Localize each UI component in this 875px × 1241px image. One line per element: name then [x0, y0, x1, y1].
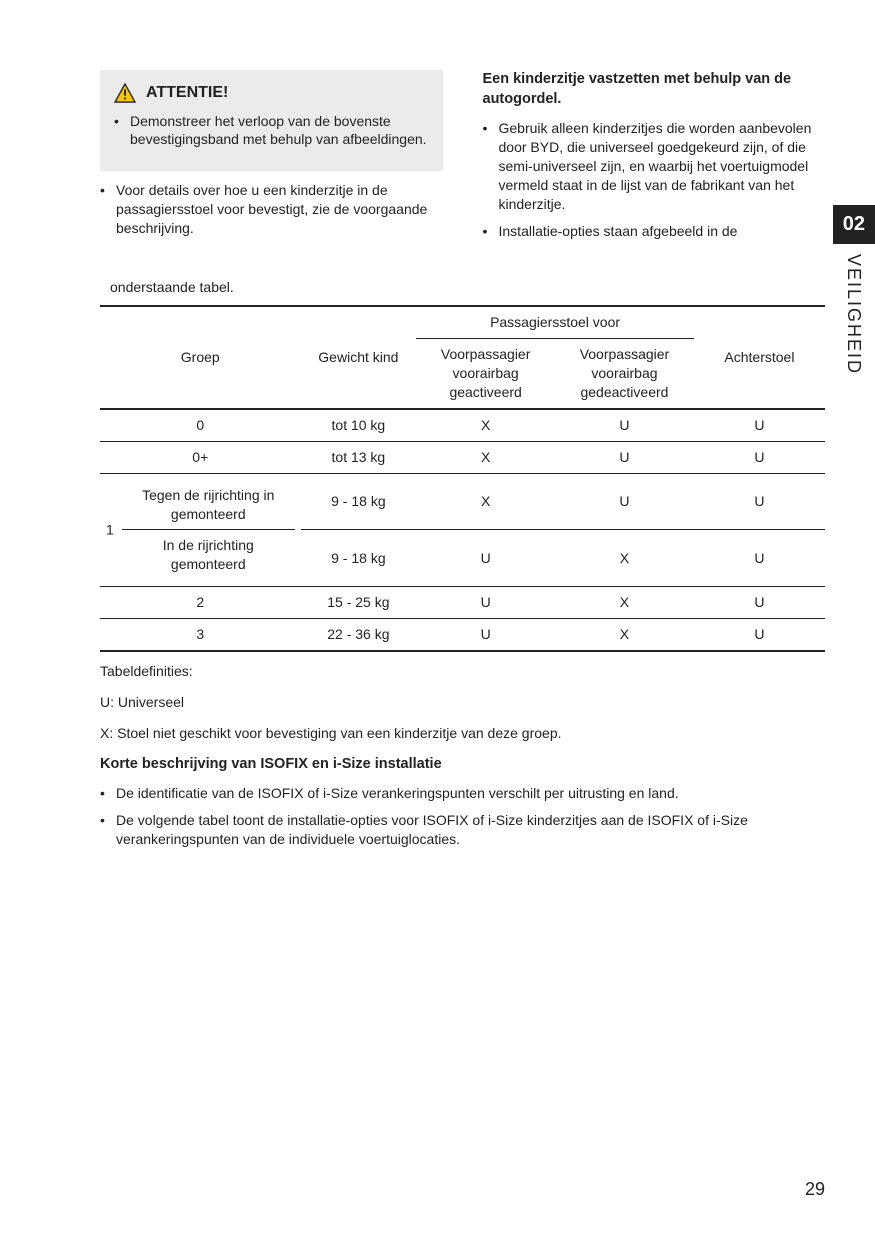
- side-tab: 02 VEILIGHEID: [833, 205, 875, 375]
- cell-achter: U: [694, 473, 825, 530]
- th-airbag-deact: Voorpassagier voorairbag gedeactiveerd: [555, 339, 694, 409]
- onderstaande-text: onderstaande tabel.: [100, 278, 825, 297]
- right-bullet-item: Gebruik alleen kinderzitjes die worden a…: [483, 119, 826, 213]
- page-number: 29: [805, 1177, 825, 1201]
- group1-label: 1: [106, 521, 114, 540]
- cell-act: X: [416, 409, 555, 441]
- defs-title: Tabeldefinities:: [100, 662, 825, 681]
- th-achterstoel: Achterstoel: [694, 306, 825, 409]
- th-groep: Groep: [100, 306, 301, 409]
- cell-deact: X: [555, 619, 694, 651]
- cell-groep: 3: [100, 619, 301, 651]
- cell-deact: U: [555, 473, 694, 530]
- table-definitions: Tabeldefinities: U: Universeel X: Stoel …: [100, 662, 825, 743]
- isofix-heading: Korte beschrijving van ISOFIX en i-Size …: [100, 755, 825, 775]
- seat-suitability-table: Groep Gewicht kind Passagiersstoel voor …: [100, 305, 825, 652]
- left-column: ATTENTIE! Demonstreer het verloop van de…: [100, 70, 443, 248]
- warning-triangle-icon: [114, 83, 136, 103]
- cell-act: U: [416, 587, 555, 619]
- cell-gewicht: tot 13 kg: [301, 441, 417, 473]
- th-passagier-span: Passagiersstoel voor: [416, 306, 694, 338]
- cell-gewicht: 15 - 25 kg: [301, 587, 417, 619]
- cell-groep-1: 1 Tegen de rijrichting in gemonteerd In …: [100, 473, 301, 587]
- left-bullet-item: Voor details over hoe u een kinderzitje …: [100, 181, 443, 238]
- cell-achter: U: [694, 530, 825, 587]
- attention-box: ATTENTIE! Demonstreer het verloop van de…: [100, 70, 443, 171]
- def-u: U: Universeel: [100, 693, 825, 712]
- cell-gewicht: 9 - 18 kg: [301, 473, 417, 530]
- attention-title: ATTENTIE!: [146, 82, 228, 104]
- th-gewicht: Gewicht kind: [301, 306, 417, 409]
- right-bullets: Gebruik alleen kinderzitjes die worden a…: [483, 119, 826, 240]
- attention-bullet-list: Demonstreer het verloop van de bovenste …: [114, 112, 429, 150]
- isofix-bullet-item: De identificatie van de ISOFIX of i-Size…: [100, 784, 825, 803]
- two-column-region: ATTENTIE! Demonstreer het verloop van de…: [100, 70, 825, 248]
- group1-sub-desc: In de rijrichting gemonteerd: [122, 530, 295, 580]
- cell-achter: U: [694, 619, 825, 651]
- chapter-label: VEILIGHEID: [842, 254, 866, 375]
- cell-gewicht: 22 - 36 kg: [301, 619, 417, 651]
- cell-groep: 0: [100, 409, 301, 441]
- right-heading: Een kinderzitje vastzetten met behulp va…: [483, 70, 826, 109]
- right-column: Een kinderzitje vastzetten met behulp va…: [483, 70, 826, 248]
- th-airbag-act: Voorpassagier voorairbag geactiveerd: [416, 339, 555, 409]
- cell-act: U: [416, 619, 555, 651]
- isofix-bullet-item: De volgende tabel toont de installatie-o…: [100, 811, 825, 849]
- cell-act: X: [416, 473, 555, 530]
- cell-deact: X: [555, 530, 694, 587]
- attention-bullet: Demonstreer het verloop van de bovenste …: [114, 112, 429, 150]
- group1-sub-desc: Tegen de rijrichting in gemonteerd: [122, 480, 295, 531]
- right-bullet-item: Installatie-opties staan afgebeeld in de: [483, 222, 826, 241]
- cell-achter: U: [694, 409, 825, 441]
- cell-gewicht: 9 - 18 kg: [301, 530, 417, 587]
- cell-deact: U: [555, 409, 694, 441]
- cell-groep: 2: [100, 587, 301, 619]
- cell-deact: U: [555, 441, 694, 473]
- cell-deact: X: [555, 587, 694, 619]
- cell-act: X: [416, 441, 555, 473]
- chapter-number-badge: 02: [833, 205, 875, 244]
- def-x: X: Stoel niet geschikt voor bevestiging …: [100, 724, 825, 743]
- attention-header: ATTENTIE!: [114, 82, 429, 104]
- left-bullets: Voor details over hoe u een kinderzitje …: [100, 181, 443, 238]
- cell-achter: U: [694, 441, 825, 473]
- cell-gewicht: tot 10 kg: [301, 409, 417, 441]
- cell-act: U: [416, 530, 555, 587]
- cell-achter: U: [694, 587, 825, 619]
- isofix-bullets: De identificatie van de ISOFIX of i-Size…: [100, 784, 825, 849]
- cell-groep: 0+: [100, 441, 301, 473]
